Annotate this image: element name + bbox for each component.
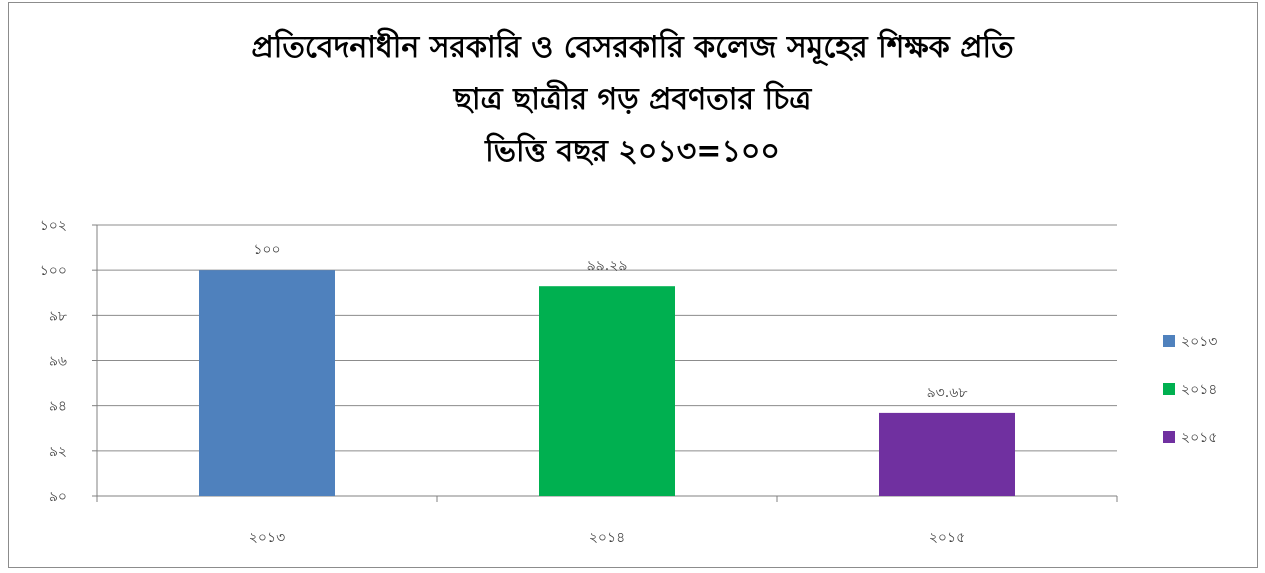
legend-swatch xyxy=(1163,383,1175,395)
chart-title-line-2: ছাত্র ছাত্রীর গড় প্রবণতার চিত্র xyxy=(453,82,812,117)
bar-1 xyxy=(199,270,335,496)
y-tick-label: ১০২ xyxy=(40,218,67,234)
data-label: ৯৯.২৯ xyxy=(587,258,628,274)
x-tick-label: ২০১৩ xyxy=(249,530,285,546)
legend-label: ২০১৩ xyxy=(1181,334,1217,350)
legend-swatch xyxy=(1163,335,1175,347)
chart-title-line-1: প্রতিবেদনাধীন সরকারি ও বেসরকারি কলেজ সমূ… xyxy=(251,30,1014,65)
y-tick-label: ৯৪ xyxy=(49,399,67,415)
chart-title: প্রতিবেদনাধীন সরকারি ও বেসরকারি কলেজ সমূ… xyxy=(0,22,1265,178)
data-label: ৯৩.৬৮ xyxy=(927,385,968,401)
y-tick-label: ৯২ xyxy=(49,444,67,460)
data-label: ১০০ xyxy=(253,242,280,258)
chart-title-line-3: ভিত্তি বছর ২০১৩=১০০ xyxy=(485,134,780,169)
x-tick-label: ২০১৫ xyxy=(929,530,965,546)
bar-3 xyxy=(879,412,1015,496)
y-tick-label: ৯০ xyxy=(49,489,67,505)
legend-label: ২০১৫ xyxy=(1181,430,1217,446)
y-tick-label: ৯৬ xyxy=(49,354,67,370)
y-tick-label: ১০০ xyxy=(40,263,67,279)
legend-swatch xyxy=(1163,431,1175,443)
y-tick-label: ৯৮ xyxy=(49,308,67,324)
x-tick-label: ২০১৪ xyxy=(589,530,625,546)
legend-label: ২০১৪ xyxy=(1181,382,1217,398)
bar-2 xyxy=(539,286,675,496)
